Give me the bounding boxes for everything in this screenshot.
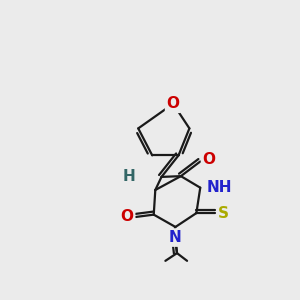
- Text: O: O: [167, 96, 180, 111]
- Text: NH: NH: [206, 180, 232, 195]
- Text: N: N: [169, 230, 182, 245]
- Text: H: H: [122, 169, 135, 184]
- Text: O: O: [202, 152, 216, 167]
- Text: O: O: [121, 209, 134, 224]
- Text: S: S: [218, 206, 229, 220]
